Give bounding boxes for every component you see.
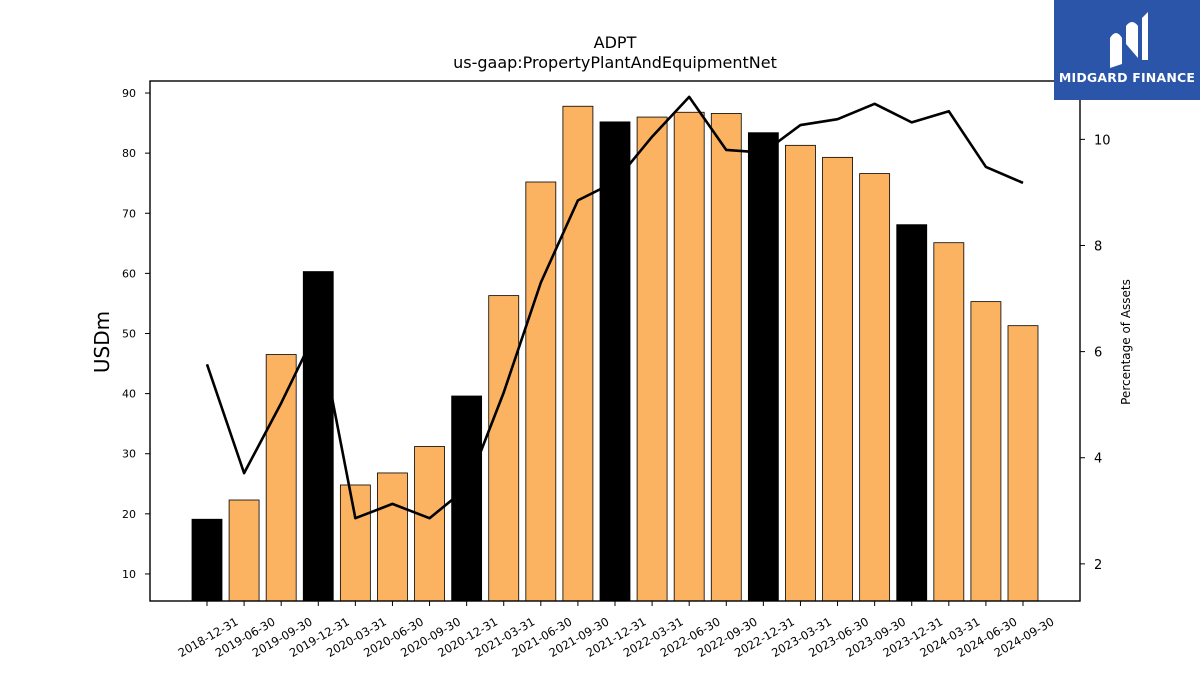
y-tick-label: 40 bbox=[122, 388, 136, 401]
y2-tick-label: 8 bbox=[1094, 239, 1102, 254]
bar bbox=[451, 395, 483, 602]
bar bbox=[896, 224, 928, 602]
y-tick-label: 50 bbox=[122, 327, 136, 340]
bar bbox=[822, 156, 853, 602]
y2-tick-label: 2 bbox=[1094, 558, 1102, 573]
bar bbox=[933, 242, 965, 602]
y-tick-label: 30 bbox=[122, 448, 136, 461]
bar bbox=[970, 301, 1002, 602]
bar bbox=[265, 354, 297, 602]
bar bbox=[562, 105, 594, 602]
bar bbox=[785, 144, 816, 602]
chart-subtitle: us-gaap:PropertyPlantAndEquipmentNet bbox=[453, 53, 777, 72]
y2-axis-label: Percentage of Assets bbox=[1119, 279, 1133, 405]
y-tick-label: 90 bbox=[122, 87, 136, 100]
bar bbox=[377, 472, 408, 602]
bar bbox=[710, 113, 742, 602]
bar bbox=[339, 484, 371, 602]
bar bbox=[525, 181, 557, 602]
y-tick-label: 80 bbox=[122, 147, 136, 160]
y2-tick-label: 4 bbox=[1094, 452, 1102, 467]
midgard-finance-logo: MIDGARD FINANCE bbox=[1054, 0, 1200, 100]
bar bbox=[302, 271, 334, 602]
chart-title: ADPT bbox=[594, 33, 637, 52]
bar bbox=[636, 116, 668, 602]
y2-tick-label: 10 bbox=[1094, 133, 1111, 148]
bar bbox=[599, 121, 631, 602]
plot-area: 1020304050607080902468102018-12-312019-0… bbox=[122, 80, 1111, 660]
y-tick-label: 10 bbox=[122, 568, 136, 581]
midgard-logo-icon bbox=[1110, 12, 1148, 68]
y-axis-label: USDm bbox=[90, 311, 114, 373]
bar bbox=[673, 111, 705, 602]
bar bbox=[859, 173, 891, 602]
bar bbox=[414, 446, 445, 602]
bar bbox=[488, 295, 520, 602]
bar bbox=[747, 132, 779, 602]
bar bbox=[191, 518, 223, 602]
bar bbox=[228, 499, 260, 602]
y-tick-label: 20 bbox=[122, 508, 136, 521]
logo-text: MIDGARD FINANCE bbox=[1058, 70, 1196, 85]
y-tick-label: 60 bbox=[122, 267, 136, 280]
y2-tick-label: 6 bbox=[1094, 346, 1102, 361]
bar bbox=[1007, 325, 1039, 602]
percentage-line bbox=[205, 95, 1024, 520]
y-tick-label: 70 bbox=[122, 207, 136, 220]
